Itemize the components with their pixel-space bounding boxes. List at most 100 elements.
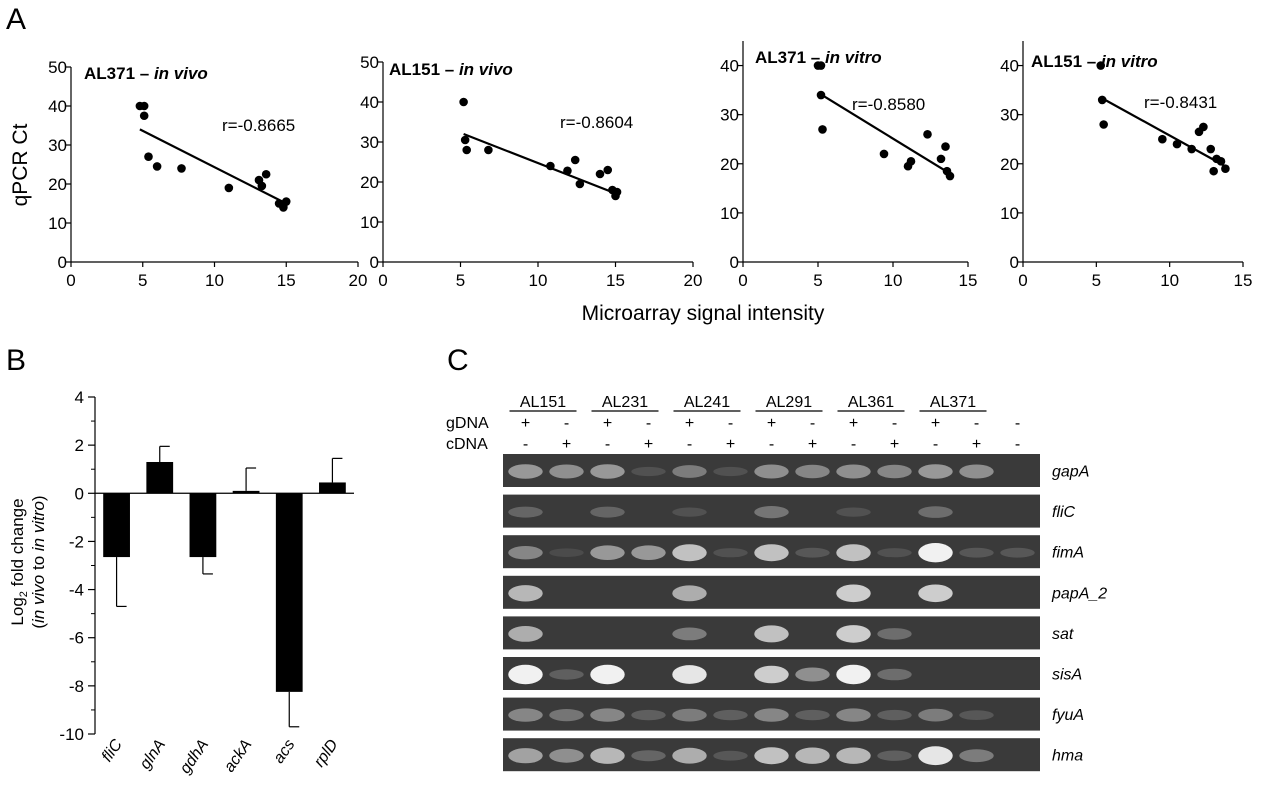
gel-band (713, 466, 748, 477)
gel-band (877, 750, 912, 761)
gdna-mark: - (974, 415, 979, 432)
data-point (139, 111, 149, 121)
y-tick-label: 10 (48, 214, 67, 233)
gel-band (959, 547, 994, 558)
gel-band (836, 747, 871, 764)
y-tick-label: 20 (48, 175, 67, 194)
bar (146, 461, 174, 494)
x-tick-label: 15 (1234, 271, 1253, 290)
gel-band (754, 747, 789, 765)
bar (103, 493, 130, 558)
y-tick-label: 40 (720, 57, 739, 76)
x-tick-label: 5 (456, 271, 465, 290)
y-tick-label: 30 (48, 136, 67, 155)
data-point (261, 169, 271, 179)
gel-band (713, 750, 748, 761)
gel-band (754, 464, 789, 479)
gel-band (918, 506, 953, 518)
gel-band (508, 708, 543, 722)
gdna-mark: + (931, 415, 940, 432)
x-tick-label: 0 (1018, 271, 1027, 290)
bar-category-label: ackA (221, 737, 255, 776)
bar-y-tick-label: -10 (59, 725, 84, 744)
gel-band (754, 544, 789, 562)
x-tick-label: 15 (277, 271, 296, 290)
scatter-title: AL371 – in vivo (84, 64, 208, 83)
gel-band (672, 585, 707, 602)
gel-band (918, 464, 953, 479)
gel-band (590, 464, 625, 479)
y-tick-label: 40 (360, 93, 379, 112)
x-tick-label: 20 (349, 271, 368, 290)
regression-line (1100, 96, 1226, 168)
cdna-mark: + (644, 436, 653, 453)
x-tick-label: 5 (1092, 271, 1101, 290)
x-tick-label: 0 (738, 271, 747, 290)
gel-band (836, 464, 871, 479)
y-tick-label: 50 (48, 58, 67, 77)
gel-band (918, 584, 953, 603)
gel-strip (503, 575, 1040, 609)
gel-band (672, 627, 707, 641)
scatter-al371-in-vivo: AL371 – in vivo r=-0.8665 0 5 10 15 20 0 10 20 3… (48, 58, 367, 290)
gel-band (959, 464, 994, 479)
y-tick-label: 10 (360, 213, 379, 232)
gene-label: gapA (1052, 464, 1089, 481)
y-tick-label: 30 (1000, 106, 1019, 125)
gdna-mark: - (564, 415, 569, 432)
strain-label: AL291 (766, 394, 812, 411)
gel-band (959, 749, 994, 763)
scatter-title: AL151 – in vitro (1031, 52, 1158, 71)
data-point (1096, 61, 1106, 70)
gel-band (754, 665, 789, 684)
x-tick-label: 5 (813, 271, 822, 290)
gene-label: fliC (1052, 504, 1076, 521)
scatter-al151-in-vitro: AL151 – in vitro r=-0.8431 0 5 10 15 0 10 20 30… (1000, 41, 1252, 290)
strain-label: AL371 (930, 394, 976, 411)
data-point (177, 164, 186, 173)
cdna-mark: - (769, 436, 774, 453)
data-point (575, 179, 585, 189)
scatter-al371-in-vitro: AL371 – in vitro r=-0.8580 0 5 10 15 0 10 20 30… (720, 41, 977, 290)
y-tick-label: 0 (58, 253, 67, 272)
gel-band (713, 548, 748, 558)
gel-band (918, 746, 953, 766)
cdna-mark: - (687, 436, 692, 453)
bar (232, 490, 260, 494)
y-tick-label: 20 (360, 173, 379, 192)
correlation-label: r=-0.8665 (222, 116, 295, 135)
gel-band (672, 507, 707, 517)
data-point (595, 169, 605, 179)
bar-y-tick-label: -6 (69, 629, 84, 648)
cdna-mark: - (605, 436, 610, 453)
data-point (1097, 95, 1107, 105)
data-point (139, 101, 149, 111)
gel-band (590, 747, 625, 764)
y-tick-label: 10 (1000, 204, 1019, 223)
bar-category-label: fliC (99, 736, 126, 765)
regression-line (817, 91, 951, 175)
cdna-mark: + (562, 436, 571, 453)
gel-band (1000, 547, 1035, 558)
cdna-mark: + (726, 436, 735, 453)
gel-electrophoresis-panel: gDNA cDNA AL151 AL231 AL241 AL291 AL361 AL371… (446, 394, 1107, 772)
gel-band (877, 548, 912, 558)
data-point (281, 197, 291, 206)
bar-y-axis-label-2: (in vivo to in vitro) (29, 495, 48, 628)
gene-label: hma (1052, 748, 1083, 765)
cdna-mark: + (808, 436, 817, 453)
gene-label: sisA (1052, 667, 1082, 684)
gdna-mark: + (521, 415, 530, 432)
gel-band (918, 708, 953, 722)
strain-label: AL151 (520, 394, 566, 411)
correlation-label: r=-0.8431 (1144, 93, 1217, 112)
scatter-title: AL371 – in vitro (755, 48, 882, 67)
data-point (816, 90, 826, 100)
gel-band (549, 669, 584, 680)
gel-band (631, 709, 666, 721)
gel-band (836, 544, 871, 562)
data-point (1172, 139, 1182, 149)
x-tick-label: 15 (606, 271, 625, 290)
gel-band (672, 665, 707, 684)
